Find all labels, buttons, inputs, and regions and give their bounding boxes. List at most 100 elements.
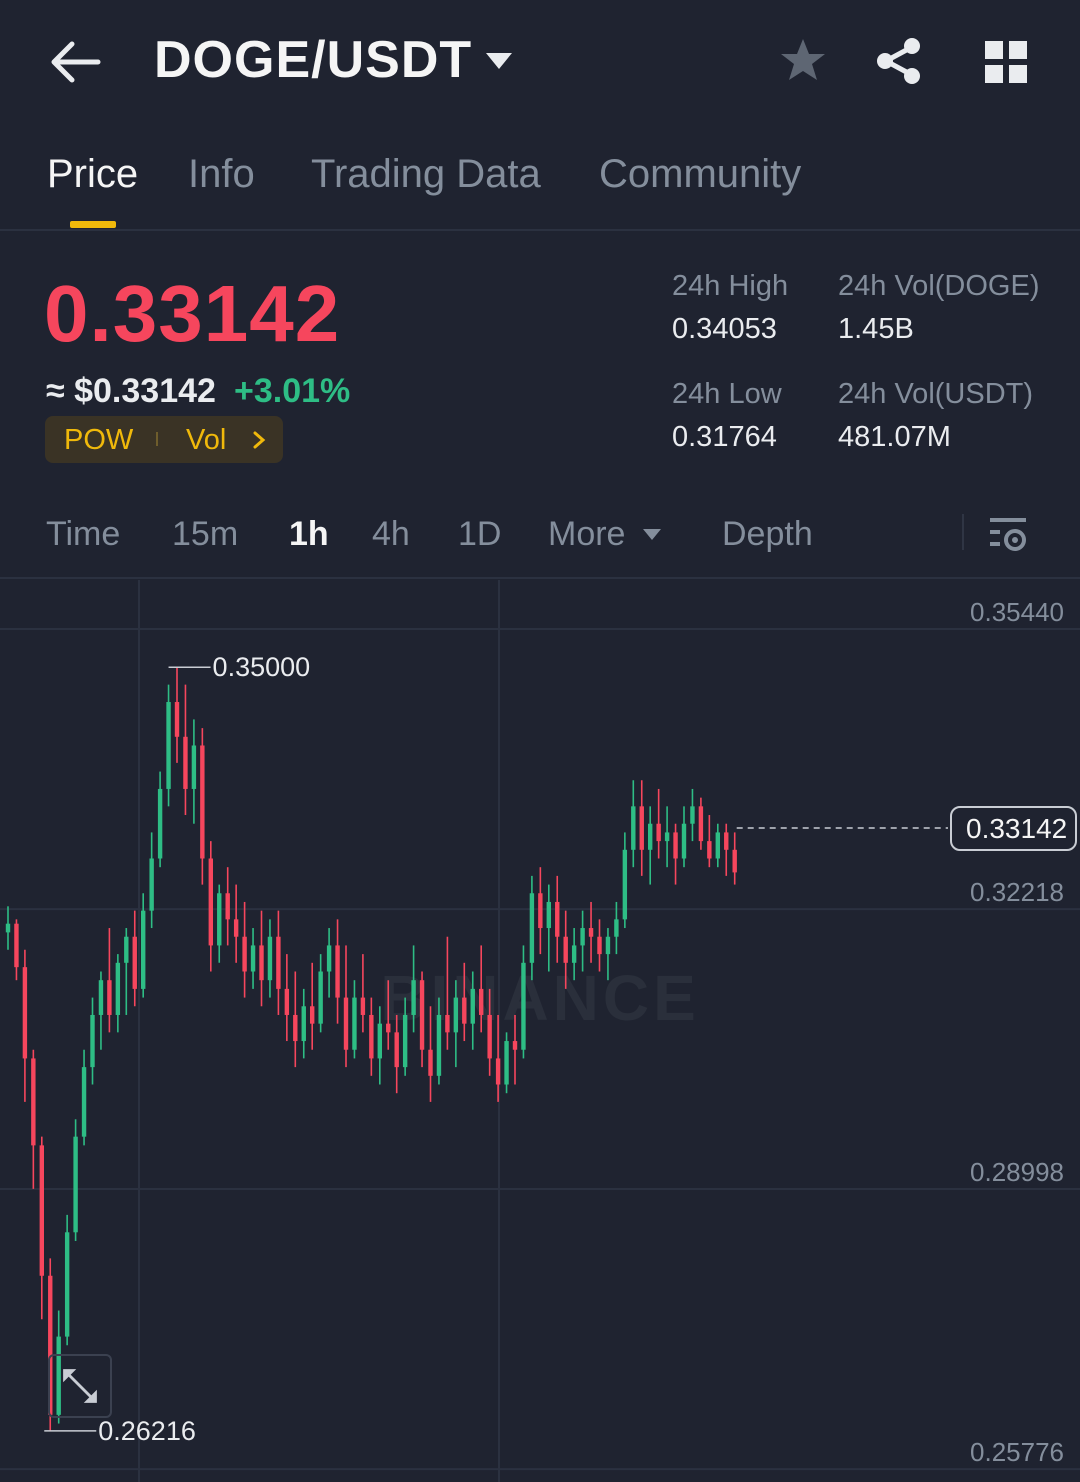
- candle-body: [31, 1058, 36, 1146]
- stat-24h-vol-doge-label: 24h Vol(DOGE): [838, 270, 1040, 302]
- candle-body: [141, 910, 146, 989]
- candle-body: [335, 945, 340, 998]
- tag-pow[interactable]: POW: [64, 424, 134, 456]
- candle-body: [276, 936, 281, 989]
- candle-body: [597, 936, 602, 955]
- candle-body: [521, 962, 526, 1050]
- y-axis-label: 0.35440: [970, 597, 1064, 627]
- candle-body: [529, 893, 535, 963]
- candle-body: [369, 1014, 374, 1059]
- candle-body: [690, 806, 695, 824]
- candle-body: [614, 919, 619, 937]
- candle-body: [343, 997, 349, 1050]
- candle-body: [673, 832, 678, 859]
- candle-body: [538, 893, 543, 929]
- candle-body: [555, 901, 560, 937]
- candle-body: [724, 832, 729, 850]
- tab-price[interactable]: Price: [47, 152, 139, 196]
- candle-body: [352, 997, 357, 1050]
- tag-chip[interactable]: [45, 416, 283, 463]
- candle-body: [310, 1006, 315, 1024]
- stat-24h-high-value: 0.34053: [672, 313, 777, 345]
- candle-body: [546, 901, 551, 929]
- candle-body: [39, 1145, 44, 1276]
- last-price: 0.33142: [44, 269, 341, 358]
- candle-body: [48, 1275, 53, 1415]
- candle-body: [191, 745, 197, 789]
- chart-settings-icon[interactable]: [988, 514, 1028, 554]
- star-icon[interactable]: [778, 36, 828, 86]
- candle-body: [14, 923, 19, 968]
- tabs-divider: [0, 229, 1080, 231]
- candle-body: [124, 936, 129, 963]
- candlestick-chart[interactable]: BINANCE 0.35440 0.32218 0.28998 0.25776 0.3…: [0, 580, 1080, 1482]
- candle-body: [149, 858, 154, 911]
- candle-body: [419, 980, 425, 1050]
- price-change-percent: +3.01%: [234, 372, 351, 410]
- candle-body: [563, 936, 568, 963]
- tag-vol[interactable]: Vol: [186, 424, 227, 456]
- candle-body: [250, 945, 256, 972]
- candle-body: [487, 1014, 492, 1059]
- tab-info[interactable]: Info: [188, 152, 255, 196]
- pair-title[interactable]: DOGE/USDT: [154, 31, 473, 89]
- candle-body: [639, 806, 644, 850]
- stat-24h-low-label: 24h Low: [672, 378, 782, 410]
- candle-body: [217, 893, 222, 946]
- candle-body: [622, 849, 628, 920]
- tab-trading-data[interactable]: Trading Data: [311, 152, 541, 196]
- interval-1d[interactable]: 1D: [458, 515, 502, 553]
- candle-body: [715, 832, 720, 859]
- tab-community[interactable]: Community: [599, 152, 802, 196]
- candle-body: [293, 1014, 298, 1042]
- dropdown-caret-icon[interactable]: [484, 50, 514, 72]
- candle-body: [132, 936, 137, 989]
- candle-body: [208, 858, 213, 946]
- interval-4h[interactable]: 4h: [372, 515, 410, 553]
- interval-depth[interactable]: Depth: [722, 515, 813, 553]
- toolbar-separator: [962, 514, 964, 550]
- candle-body: [580, 928, 585, 946]
- interval-15m[interactable]: 15m: [172, 515, 239, 553]
- high-marker-label: 0.35000: [213, 652, 311, 682]
- back-arrow-icon[interactable]: [48, 36, 104, 88]
- more-caret-icon[interactable]: [642, 527, 662, 541]
- candle-body: [56, 1336, 61, 1415]
- candle-body: [495, 1058, 501, 1085]
- candle-body: [732, 849, 737, 873]
- interval-more[interactable]: More: [548, 515, 626, 553]
- candle-body: [318, 971, 323, 1024]
- candle-body: [301, 1006, 306, 1042]
- usd-price: ≈ $0.33142: [46, 372, 216, 410]
- candle-body: [453, 997, 459, 1033]
- y-axis-label: 0.28998: [970, 1157, 1064, 1187]
- current-price-label: 0.33142: [966, 813, 1068, 844]
- chart-grid: [0, 580, 1080, 1482]
- candle-body: [394, 1032, 399, 1068]
- candle-body: [326, 945, 332, 972]
- candle-body: [360, 997, 366, 1015]
- candle-body: [115, 962, 121, 1015]
- candle-body: [225, 893, 230, 920]
- candle-body: [707, 841, 712, 859]
- candle-body: [698, 806, 704, 842]
- candle-body: [512, 1041, 518, 1050]
- candle-body: [259, 945, 264, 981]
- candle-body: [479, 988, 484, 1015]
- interval-1h[interactable]: 1h: [289, 515, 329, 553]
- candle-body: [242, 936, 247, 972]
- candle-body: [588, 928, 594, 937]
- share-icon[interactable]: [874, 36, 924, 86]
- y-axis-label: 0.25776: [970, 1437, 1064, 1467]
- candle-body: [90, 1014, 95, 1068]
- interval-time[interactable]: Time: [46, 515, 121, 553]
- current-price-tag: [950, 806, 1077, 851]
- grid-icon[interactable]: [984, 40, 1028, 84]
- candle-body: [470, 988, 475, 1024]
- candle-body: [73, 1136, 78, 1233]
- candle-body: [267, 936, 273, 981]
- candle-body: [200, 745, 205, 859]
- expand-icon[interactable]: [48, 1354, 112, 1418]
- candle-body: [428, 1049, 433, 1076]
- candle-body: [22, 967, 28, 1059]
